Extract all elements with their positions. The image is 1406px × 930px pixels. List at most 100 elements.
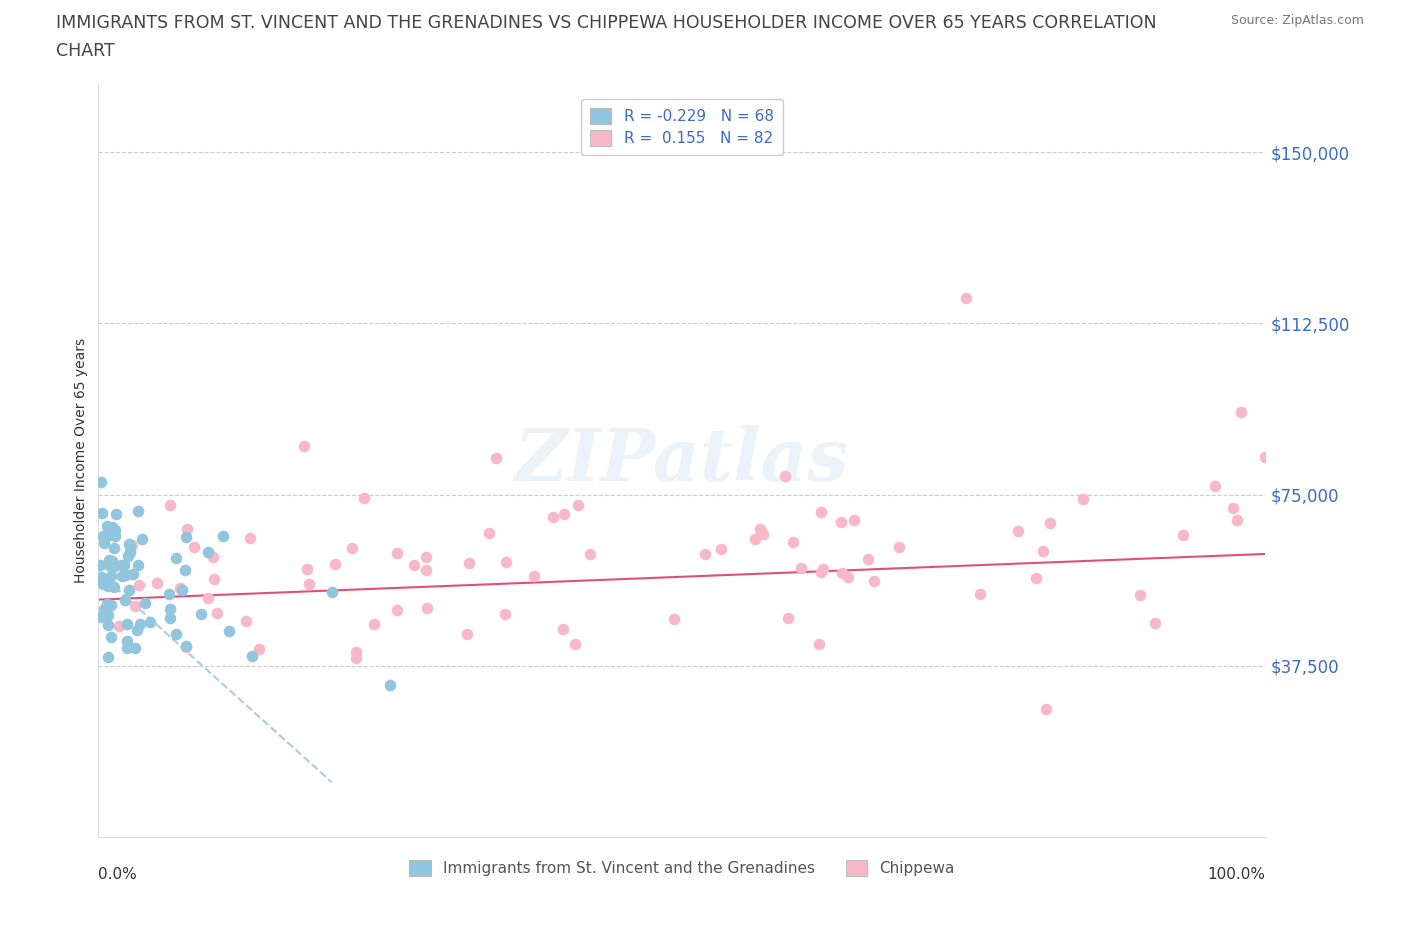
Point	[114, 592, 136, 607]
Point	[235, 614, 257, 629]
Point	[117, 549, 139, 564]
Point	[157, 586, 180, 601]
Point	[969, 586, 991, 601]
Point	[91, 577, 114, 591]
Point	[218, 624, 240, 639]
Point	[955, 291, 977, 306]
Point	[174, 639, 197, 654]
Point	[752, 526, 775, 541]
Point	[1129, 588, 1152, 603]
Point	[110, 557, 132, 572]
Point	[858, 551, 880, 566]
Point	[551, 622, 574, 637]
Point	[1035, 702, 1057, 717]
Point	[523, 569, 546, 584]
Point	[478, 525, 501, 540]
Point	[190, 606, 212, 621]
Point	[385, 603, 408, 618]
Point	[159, 498, 181, 512]
Point	[782, 534, 804, 549]
Point	[380, 678, 402, 693]
Point	[1222, 501, 1244, 516]
Point	[342, 540, 364, 555]
Point	[111, 569, 134, 584]
Point	[100, 630, 122, 644]
Point	[118, 537, 141, 551]
Point	[402, 558, 425, 573]
Point	[240, 648, 263, 663]
Point	[1032, 544, 1054, 559]
Point	[541, 509, 564, 524]
Point	[1171, 528, 1194, 543]
Point	[97, 552, 120, 567]
Point	[247, 642, 270, 657]
Point	[96, 528, 118, 543]
Point	[124, 641, 146, 656]
Point	[125, 622, 148, 637]
Text: ZIPatlas: ZIPatlas	[515, 425, 849, 496]
Point	[108, 618, 131, 633]
Point	[104, 523, 127, 538]
Point	[1254, 450, 1277, 465]
Point	[115, 567, 138, 582]
Point	[1071, 492, 1094, 507]
Point	[90, 609, 112, 624]
Point	[96, 518, 118, 533]
Point	[810, 565, 832, 579]
Point	[103, 579, 125, 594]
Point	[134, 595, 156, 610]
Point	[863, 574, 886, 589]
Point	[353, 491, 375, 506]
Point	[297, 562, 319, 577]
Point	[98, 557, 121, 572]
Point	[205, 605, 228, 620]
Point	[90, 569, 112, 584]
Point	[94, 599, 117, 614]
Point	[104, 529, 127, 544]
Point	[100, 598, 122, 613]
Point	[97, 618, 120, 632]
Point	[96, 597, 118, 612]
Point	[662, 611, 685, 626]
Point	[837, 569, 859, 584]
Point	[118, 583, 141, 598]
Text: IMMIGRANTS FROM ST. VINCENT AND THE GRENADINES VS CHIPPEWA HOUSEHOLDER INCOME OV: IMMIGRANTS FROM ST. VINCENT AND THE GREN…	[56, 14, 1157, 32]
Point	[346, 651, 368, 666]
Point	[176, 522, 198, 537]
Point	[1007, 524, 1029, 538]
Point	[415, 550, 437, 565]
Point	[90, 474, 112, 489]
Point	[165, 626, 187, 641]
Point	[693, 547, 716, 562]
Point	[211, 529, 233, 544]
Legend: Immigrants from St. Vincent and the Grenadines, Chippewa: Immigrants from St. Vincent and the Gren…	[404, 854, 960, 882]
Point	[292, 439, 315, 454]
Text: 0.0%: 0.0%	[98, 867, 138, 883]
Point	[97, 608, 120, 623]
Point	[97, 579, 120, 594]
Point	[748, 522, 770, 537]
Point	[121, 538, 143, 552]
Point	[118, 544, 141, 559]
Point	[97, 650, 120, 665]
Point	[197, 591, 219, 605]
Point	[298, 577, 321, 591]
Point	[494, 606, 516, 621]
Point	[115, 641, 138, 656]
Point	[127, 558, 149, 573]
Point	[1204, 479, 1226, 494]
Point	[579, 547, 602, 562]
Point	[807, 636, 830, 651]
Point	[101, 520, 124, 535]
Point	[165, 551, 187, 565]
Text: CHART: CHART	[56, 42, 115, 60]
Point	[131, 532, 153, 547]
Point	[776, 610, 799, 625]
Point	[176, 640, 198, 655]
Point	[100, 568, 122, 583]
Y-axis label: Householder Income Over 65 years: Householder Income Over 65 years	[75, 338, 89, 583]
Point	[120, 539, 142, 554]
Point	[129, 617, 152, 631]
Point	[344, 644, 367, 659]
Point	[567, 498, 589, 512]
